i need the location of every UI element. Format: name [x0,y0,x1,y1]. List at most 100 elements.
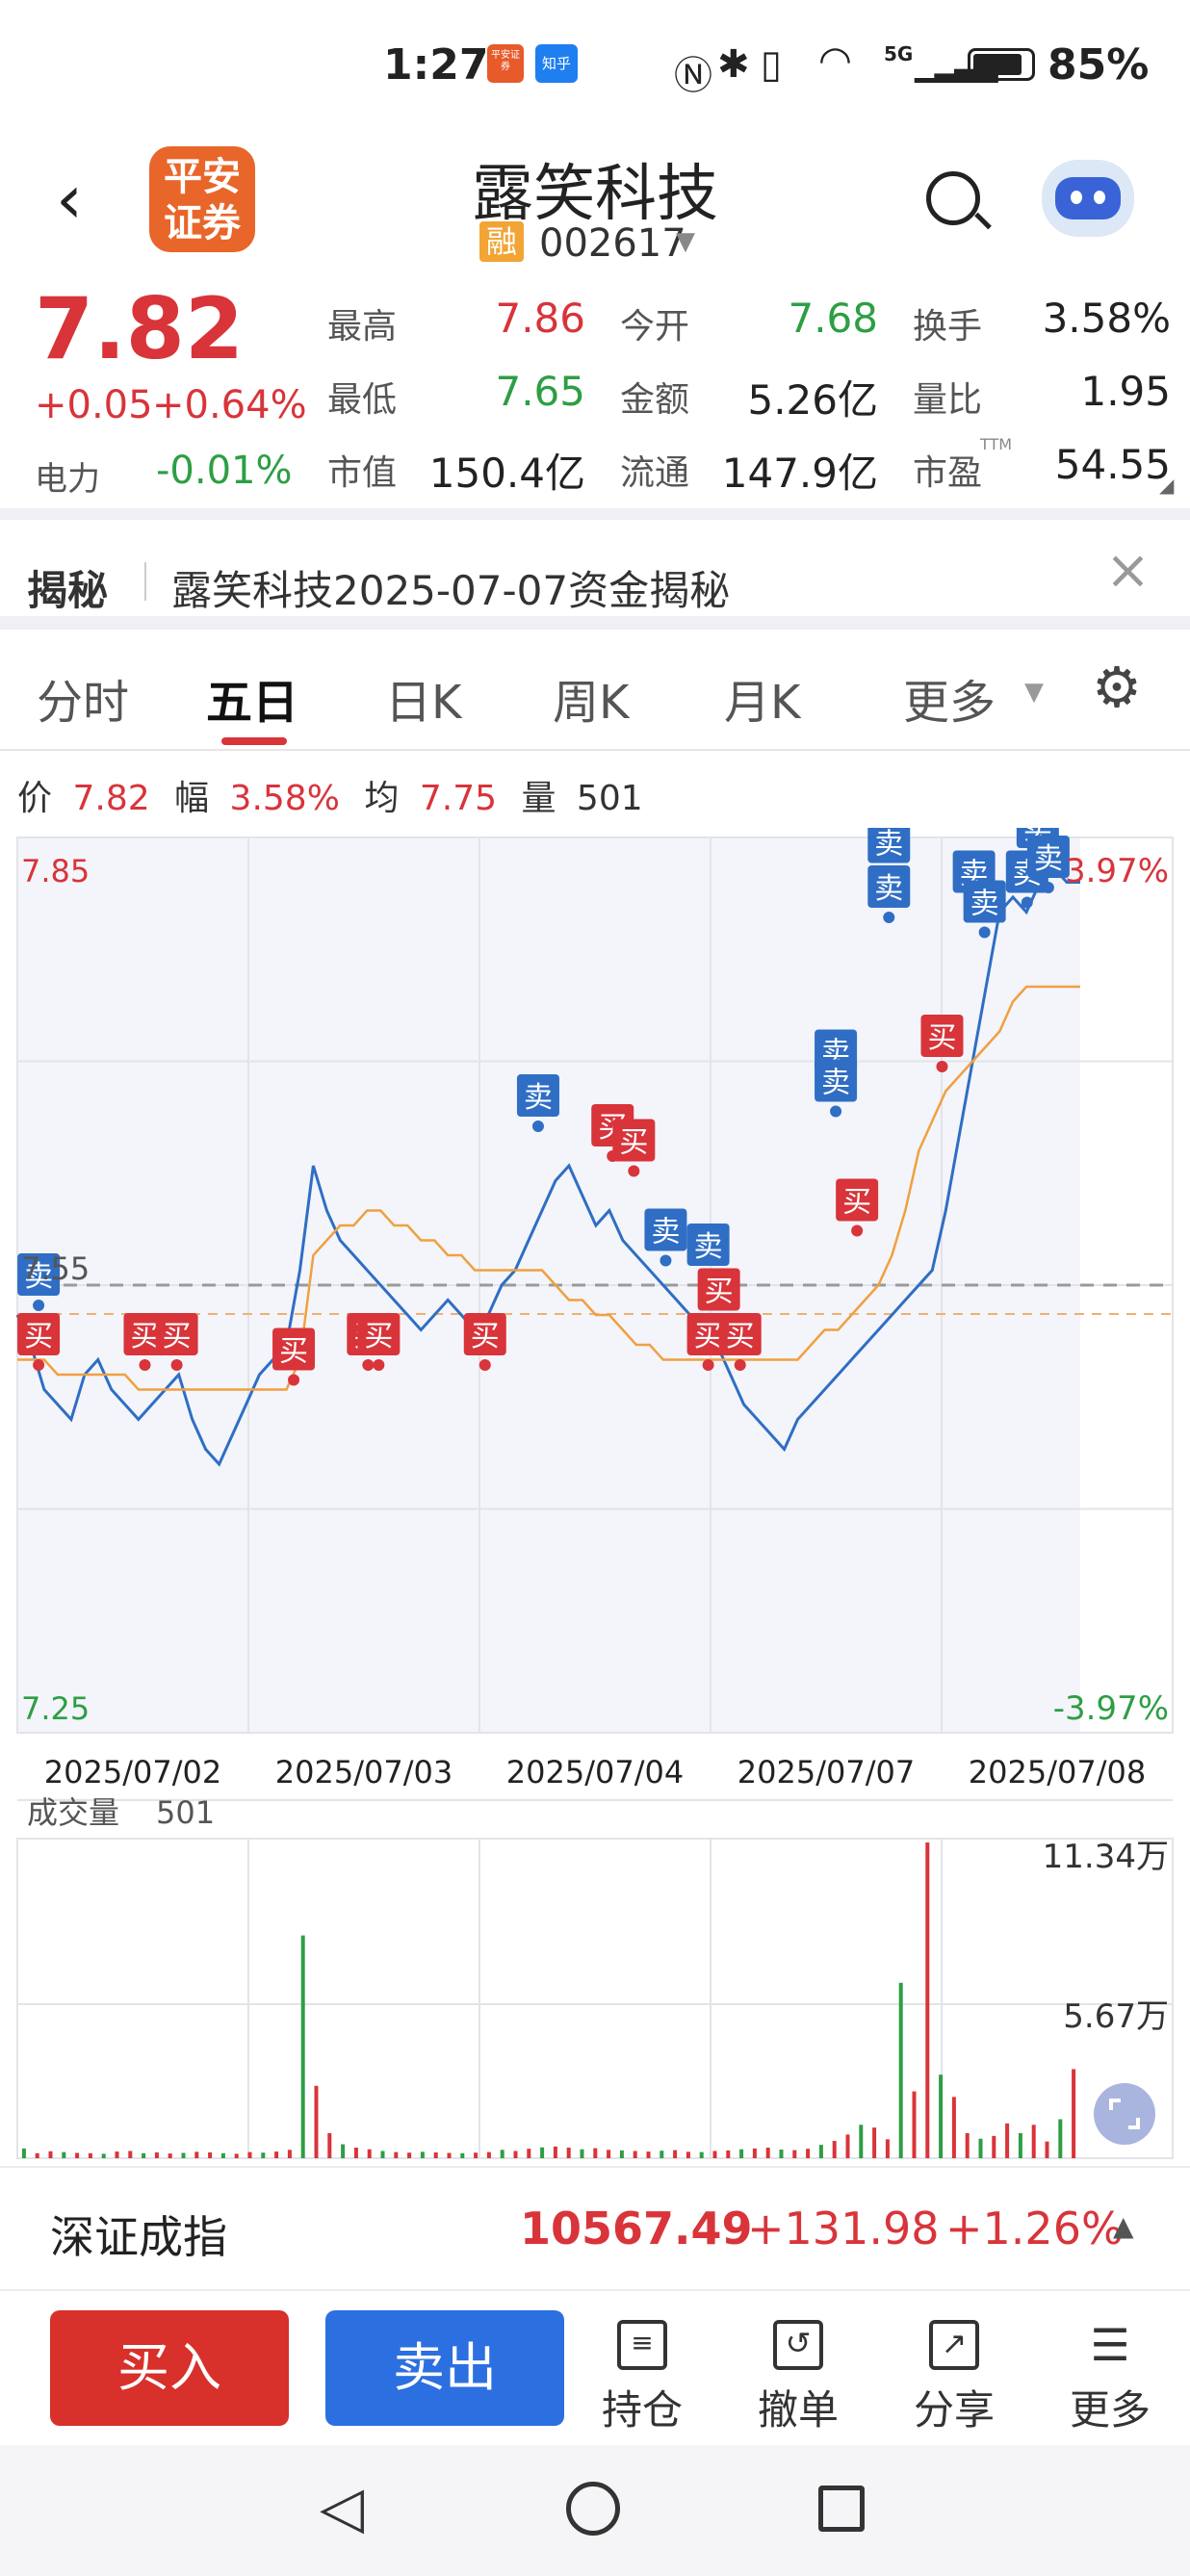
volume-bar [234,2153,239,2158]
volume-bar [407,2152,412,2158]
fullscreen-icon[interactable] [1094,2083,1155,2145]
fund-reveal-banner[interactable]: 揭秘 露笑科技2025-07-07资金揭秘 × [0,520,1190,616]
volume-label: 量 [521,779,556,818]
volume-bar [646,2151,651,2158]
sell-marker [815,1059,858,1102]
volume-bar [951,2097,956,2158]
volume-bar [765,2148,770,2158]
average-value: 7.75 [419,779,497,818]
reveal-label: 揭秘 [27,567,109,614]
x-axis-date-label: 2025/07/04 [506,1754,684,1790]
assistant-robot-icon[interactable] [1042,160,1134,237]
holdings-button[interactable]: ≡ 持仓 [589,2320,695,2436]
volume-bar [115,2151,119,2158]
expand-up-icon[interactable]: ▲ [1113,2210,1134,2242]
volume-bar [220,2152,225,2158]
more-dropdown-icon[interactable]: ▼ [1024,678,1044,707]
buy-button[interactable]: 买入 [50,2310,289,2426]
volume-bar [194,2151,199,2158]
trade-marker-label: 买 [130,1320,159,1353]
battery-icon [968,48,1035,81]
app-logo: 平安证券 [149,146,255,252]
network-type: 5G [884,42,914,65]
quote-field-label: 最低 [327,380,398,420]
volume-bar [1072,2069,1076,2158]
volume-bar [619,2150,624,2158]
volume-bar [1018,2132,1022,2158]
tab-weekly-k[interactable]: 周K [553,676,630,730]
volume-bar [447,2152,452,2158]
volume-bar [992,2135,996,2158]
buy-marker [612,1119,656,1162]
volume-bar [726,2150,731,2158]
x-axis-date-label: 2025/07/02 [44,1754,221,1790]
index-change-pct: +1.26% [945,2202,1124,2254]
tab-five-day[interactable]: 五日 [206,676,299,730]
volume-mid-label: 5.67万 [1063,1997,1169,2036]
volume-bar [527,2149,531,2158]
index-ticker[interactable]: 深证成指 10567.49 +131.98 +1.26% ▲ [0,2166,1190,2291]
five-day-chart[interactable]: 卖买买买买买买买卖买买卖卖买买买卖卖买卖卖买卖卖卖卖卖7.857.253.97%… [0,828,1190,2166]
index-value: 10567.49 [520,2202,753,2254]
back-icon[interactable]: ‹ [56,160,83,239]
share-icon: ↗ [929,2320,979,2370]
volume-bar [208,2151,213,2158]
quote-field-value: 7.86 [495,295,585,342]
tab-intraday[interactable]: 分时 [37,676,130,730]
ttm-label: TTM [980,435,1013,453]
nav-recents-icon[interactable] [818,2486,865,2532]
trade-marker-dot [373,1359,385,1371]
volume-bar [925,1842,930,2158]
close-icon[interactable]: × [1105,539,1151,602]
sell-marker [17,1253,61,1296]
volume-bar [327,2132,332,2158]
tab-daily-k[interactable]: 日K [385,676,462,730]
expand-corner-icon[interactable]: ◢ [1159,474,1175,497]
buy-marker [463,1313,506,1355]
trade-marker-dot [1042,882,1054,893]
volume-bar [420,2151,425,2158]
search-icon[interactable] [926,171,992,230]
volume-bar [380,2151,385,2158]
reveal-text[interactable]: 露笑科技2025-07-07资金揭秘 [171,567,731,614]
more-button[interactable]: ☰ 更多 [1057,2320,1163,2436]
tab-monthly-k[interactable]: 月K [724,676,801,730]
trade-marker-label: 卖 [874,828,903,862]
vibrate-icon: ▯ [761,42,783,87]
quote-field-label: 市盈 [913,453,983,493]
settings-gear-icon[interactable]: ⚙ [1092,655,1142,720]
status-bar: 1:27 平安证券 知乎 Ⓝ ✱ ▯ ◠ 5G ▁▂▃▅ 85% [0,0,1190,125]
index-name: 深证成指 [50,2211,227,2263]
volume-bar [872,2127,877,2158]
trade-marker-label: 买 [842,1186,871,1220]
sector-change[interactable]: -0.01% [156,449,293,493]
trade-marker-label: 买 [364,1320,393,1353]
volume-bar [699,2151,704,2158]
tab-more[interactable]: 更多 [903,676,996,730]
last-price: 7.82 [35,279,245,378]
buy-marker [920,1015,964,1057]
stock-code: 002617 [539,221,686,266]
volume-bar [314,2085,319,2158]
sell-marker [686,1224,730,1266]
cancel-order-button[interactable]: ↺ 撤单 [745,2320,851,2436]
nav-back-icon[interactable]: ◁ [320,2474,365,2541]
volume-top-label: 11.34万 [1043,1838,1169,1876]
volume-bar [353,2148,358,2158]
volume-bar [885,2139,890,2158]
buy-marker [357,1313,401,1355]
sell-button[interactable]: 卖出 [325,2310,564,2426]
volume-bar [247,2151,252,2158]
nav-home-icon[interactable] [566,2482,620,2536]
code-dropdown-icon[interactable]: ▼ [676,227,695,256]
volume-bar [62,2151,66,2158]
share-button[interactable]: ↗ 分享 [901,2320,1007,2436]
amplitude-value: 3.58% [229,779,340,818]
volume-bar [593,2148,598,2158]
volume-bar [500,2150,504,2158]
stock-name: 露笑科技 [472,159,718,230]
sector-label[interactable]: 电力 [35,460,100,499]
share-label: 分享 [913,2386,995,2434]
volume-bar [101,2153,106,2158]
trade-marker-dot [851,1224,864,1237]
